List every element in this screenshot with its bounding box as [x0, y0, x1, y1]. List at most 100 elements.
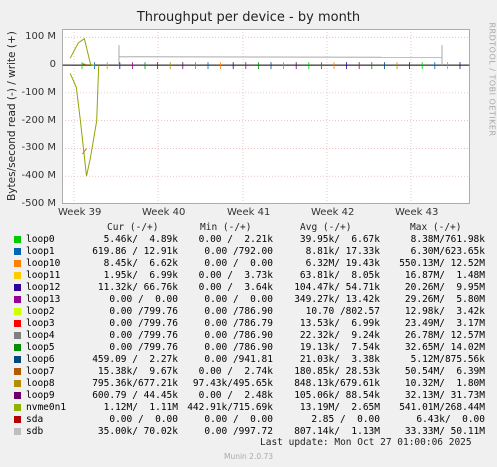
plot-area	[62, 29, 470, 204]
legend-header-max: Max (-/+)	[410, 222, 462, 233]
legend-max: 26.78M/ 12.57M	[404, 330, 485, 341]
legend-row: loop12 11.32k/ 66.76k 0.00 / 3.64k 104.47k/…	[0, 282, 497, 294]
legend-name: loop0	[26, 234, 55, 245]
legend-name: loop3	[26, 318, 55, 329]
series-line-sdb-write	[119, 56, 442, 58]
legend-cur: 459.09 / 2.27k	[92, 354, 178, 365]
legend-row: loop8 795.36k/677.21k 97.43k/495.65k 848.13…	[0, 378, 497, 390]
legend-min: 0.00 / 2.21k	[198, 234, 273, 245]
legend-swatch	[14, 344, 21, 351]
legend-max: 20.26M/ 9.95M	[404, 282, 485, 293]
legend-max: 541.01M/268.44M	[399, 402, 485, 413]
legend-avg: 180.85k/ 28.53k	[294, 366, 380, 377]
legend-min: 0.00 / 3.73k	[198, 270, 273, 281]
y-tick-label: -100 M	[21, 86, 56, 98]
legend-avg: 39.95k/ 6.67k	[299, 234, 380, 245]
legend-avg: 13.53k/ 6.99k	[299, 318, 380, 329]
legend-max: 12.98k/ 3.42k	[404, 306, 485, 317]
legend-min: 0.00 /786.90	[204, 330, 273, 341]
series-line-loop7-write	[82, 63, 87, 66]
y-tick-label: -500 M	[21, 198, 56, 209]
y-tick-label: 100 M	[25, 31, 56, 43]
legend-avg: 63.81k/ 8.05k	[299, 270, 380, 281]
legend-swatch	[14, 308, 21, 315]
legend-max: 6.30M/623.65k	[410, 246, 485, 257]
legend-swatch	[14, 416, 21, 423]
x-tick-label: Week 41	[227, 207, 271, 218]
y-tick-label: -200 M	[21, 114, 56, 126]
legend-min: 0.00 /786.90	[204, 306, 273, 317]
legend-max: 6.43k/ 0.00	[416, 414, 485, 425]
legend-min: 0.00 /786.90	[204, 342, 273, 353]
legend-min: 0.00 / 0.00	[204, 294, 273, 305]
legend-cur: 795.36k/677.21k	[92, 378, 178, 389]
legend-cur: 0.00 /799.76	[109, 330, 178, 341]
legend-cur: 0.00 /799.76	[109, 318, 178, 329]
legend-max: 23.49M/ 3.17M	[404, 318, 485, 329]
legend-avg: 22.32k/ 9.24k	[299, 330, 380, 341]
legend-min: 0.00 / 3.64k	[198, 282, 273, 293]
y-tick-label: -400 M	[21, 170, 56, 182]
legend-name: loop4	[26, 330, 55, 341]
legend-min: 0.00 / 0.00	[204, 414, 273, 425]
legend-avg: 13.19M/ 2.65M	[299, 402, 380, 413]
legend-swatch	[14, 272, 21, 279]
legend-name: loop11	[26, 270, 61, 281]
legend-min: 442.91k/715.69k	[187, 402, 273, 413]
legend-swatch	[14, 284, 21, 291]
legend-min: 0.00 / 0.00	[204, 258, 273, 269]
chart-title: Throughput per device - by month	[136, 10, 361, 25]
legend-row: loop11 1.95k/ 6.99k 0.00 / 3.73k 63.81k/ 8.…	[0, 270, 497, 282]
legend-row: loop0 5.46k/ 4.89k 0.00 / 2.21k 39.95k/ 6.6…	[0, 234, 497, 246]
legend-row: loop10 8.45k/ 6.62k 0.00 / 0.00 6.32M/ 19.4…	[0, 258, 497, 270]
legend-avg: 807.14k/ 1.13M	[294, 426, 380, 437]
legend-row: loop9 600.79 / 44.45k 0.00 / 2.48k 105.06k/…	[0, 390, 497, 402]
legend-row: loop5 0.00 /799.76 0.00 /786.90 19.13k/ 7.5…	[0, 342, 497, 354]
legend-max: 5.12M/875.56k	[410, 354, 485, 365]
series-line-nvme0n1-read	[69, 65, 100, 177]
legend-swatch	[14, 248, 21, 255]
legend-avg: 349.27k/ 13.42k	[294, 294, 380, 305]
legend-swatch	[14, 236, 21, 243]
x-tick-label: Week 39	[58, 207, 102, 218]
legend-min: 0.00 /941.81	[204, 354, 273, 365]
legend-swatch	[14, 296, 21, 303]
legend-name: loop2	[26, 306, 55, 317]
legend-cur: 0.00 / 0.00	[109, 294, 178, 305]
legend-cur: 600.79 / 44.45k	[92, 390, 178, 401]
x-tick-label: Week 43	[395, 207, 439, 218]
plot-background	[62, 29, 470, 204]
legend-row: sda 0.00 / 0.00 0.00 / 0.00 2.85 / 0.00 6.43…	[0, 414, 497, 426]
legend-min: 0.00 / 2.74k	[198, 366, 273, 377]
legend-swatch	[14, 392, 21, 399]
legend-swatch	[14, 356, 21, 363]
legend-name: loop7	[26, 366, 55, 377]
legend-swatch	[14, 332, 21, 339]
legend-min: 0.00 /786.79	[204, 318, 273, 329]
legend-avg: 104.47k/ 54.71k	[294, 282, 380, 293]
legend-name: loop1	[26, 246, 55, 257]
legend-avg: 2.85 / 0.00	[311, 414, 380, 425]
legend-name: nvme0n1	[26, 402, 67, 413]
x-tick-label: Week 40	[142, 207, 186, 218]
legend-min: 0.00 / 2.48k	[198, 390, 273, 401]
legend-cur: 0.00 /799.76	[109, 306, 178, 317]
legend-row: loop3 0.00 /799.76 0.00 /786.79 13.53k/ 6.9…	[0, 318, 497, 330]
legend-cur: 0.00 /799.76	[109, 342, 178, 353]
legend-row: loop2 0.00 /799.76 0.00 /786.90 10.70 /802.…	[0, 306, 497, 318]
series-line-loop7-read	[81, 148, 87, 155]
legend-swatch	[14, 320, 21, 327]
legend-cur: 0.00 / 0.00	[109, 414, 178, 425]
legend-max: 32.13M/ 31.73M	[404, 390, 485, 401]
legend-swatch	[14, 428, 21, 435]
legend-cur: 1.95k/ 6.99k	[103, 270, 178, 281]
series-line-nvme0n1-write	[69, 37, 95, 66]
legend-name: sda	[26, 414, 44, 425]
legend-min: 97.43k/495.65k	[192, 378, 273, 389]
legend-row: sdb 35.00k/ 70.02k 0.00 /997.72 807.14k/ 1.…	[0, 426, 497, 438]
legend-name: sdb	[26, 426, 44, 437]
legend-name: loop9	[26, 390, 55, 401]
legend-name: loop5	[26, 342, 55, 353]
legend-row: nvme0n1 1.12M/ 1.11M 442.91k/715.69k 13.19M…	[0, 402, 497, 414]
x-tick-label: Week 42	[311, 207, 355, 218]
